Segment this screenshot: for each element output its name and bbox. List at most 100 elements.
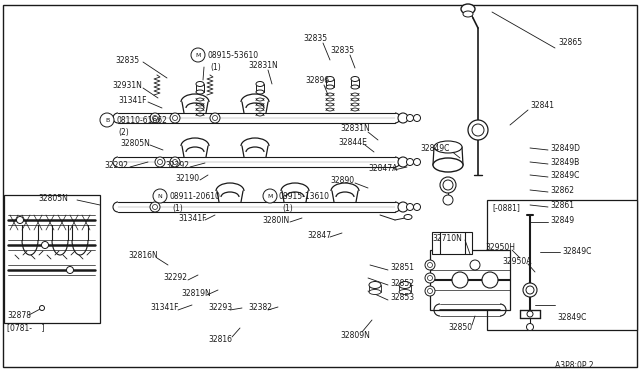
Text: (1): (1) [172, 203, 183, 212]
Text: 32847A: 32847A [368, 164, 397, 173]
Text: 08915-53610: 08915-53610 [207, 51, 258, 60]
Text: 31341F: 31341F [150, 304, 179, 312]
Circle shape [170, 157, 180, 167]
Ellipse shape [399, 289, 411, 295]
Text: 32878: 32878 [7, 311, 31, 320]
Ellipse shape [196, 90, 204, 94]
Circle shape [152, 115, 157, 121]
Circle shape [155, 157, 165, 167]
Text: 32852: 32852 [390, 279, 414, 288]
Text: 32805N: 32805N [120, 138, 150, 148]
Text: 32849: 32849 [550, 215, 574, 224]
Ellipse shape [196, 81, 204, 87]
Text: 31341F: 31341F [178, 214, 207, 222]
Text: 32862: 32862 [550, 186, 574, 195]
Circle shape [428, 276, 433, 280]
Bar [4, 195, 100, 323]
Circle shape [191, 48, 205, 62]
Circle shape [440, 177, 456, 193]
Text: (1): (1) [210, 62, 221, 71]
Text: 32293: 32293 [208, 304, 232, 312]
Ellipse shape [406, 158, 413, 166]
Text: 32849B: 32849B [550, 157, 579, 167]
Text: 32190: 32190 [175, 173, 199, 183]
Ellipse shape [256, 81, 264, 87]
Circle shape [523, 283, 537, 297]
Text: 32835: 32835 [330, 45, 354, 55]
Text: 32292: 32292 [104, 160, 128, 170]
Ellipse shape [413, 203, 420, 211]
Ellipse shape [406, 203, 413, 211]
Ellipse shape [369, 289, 381, 295]
Circle shape [170, 113, 180, 123]
Text: [-0881]: [-0881] [492, 203, 520, 212]
Text: 32816N: 32816N [128, 250, 157, 260]
Circle shape [100, 113, 114, 127]
Text: 32835: 32835 [115, 55, 139, 64]
Text: (1): (1) [282, 203, 292, 212]
Text: 32710N: 32710N [432, 234, 462, 243]
Circle shape [17, 217, 24, 224]
Text: M: M [195, 52, 201, 58]
Text: N: N [157, 193, 163, 199]
Circle shape [425, 273, 435, 283]
Ellipse shape [413, 115, 420, 122]
Circle shape [67, 266, 74, 273]
Ellipse shape [398, 157, 408, 167]
Circle shape [150, 202, 160, 212]
Circle shape [173, 160, 177, 164]
Text: 32831N: 32831N [340, 124, 370, 132]
Text: 32865: 32865 [558, 38, 582, 46]
Ellipse shape [463, 11, 473, 17]
Text: 32950A: 32950A [502, 257, 531, 266]
Circle shape [150, 113, 160, 123]
Text: 32809N: 32809N [340, 330, 370, 340]
Text: 32849C: 32849C [557, 314, 586, 323]
Text: 32816: 32816 [208, 336, 232, 344]
Text: 32849D: 32849D [550, 144, 580, 153]
Text: 08911-20610: 08911-20610 [169, 192, 220, 201]
Text: 32849C: 32849C [420, 144, 449, 153]
Text: 32890: 32890 [330, 176, 354, 185]
Ellipse shape [434, 141, 462, 153]
Text: 32896: 32896 [305, 76, 329, 84]
Text: 3280IN: 3280IN [262, 215, 289, 224]
Circle shape [443, 180, 453, 190]
Circle shape [428, 289, 433, 294]
Text: 32835: 32835 [303, 33, 327, 42]
Text: (2): (2) [118, 128, 129, 137]
Circle shape [210, 113, 220, 123]
Text: 32382: 32382 [248, 304, 272, 312]
Ellipse shape [351, 85, 359, 89]
Circle shape [526, 286, 534, 294]
Text: 31341F: 31341F [118, 96, 147, 105]
Text: 32849C: 32849C [550, 170, 579, 180]
Circle shape [425, 260, 435, 270]
Ellipse shape [406, 115, 413, 122]
Text: 32861: 32861 [550, 201, 574, 209]
Text: 32841: 32841 [530, 100, 554, 109]
Text: M: M [268, 193, 273, 199]
Text: 32853: 32853 [390, 294, 414, 302]
Circle shape [452, 272, 468, 288]
Bar [430, 250, 510, 310]
Circle shape [42, 241, 49, 248]
Ellipse shape [433, 158, 463, 172]
Ellipse shape [404, 215, 412, 219]
Text: 32292: 32292 [163, 273, 187, 282]
Circle shape [527, 324, 534, 330]
Text: 32931N: 32931N [112, 80, 142, 90]
Circle shape [153, 189, 167, 203]
Text: 32850: 32850 [448, 324, 472, 333]
Text: 32844E: 32844E [338, 138, 367, 147]
Circle shape [428, 263, 433, 267]
Ellipse shape [461, 4, 475, 14]
Text: 32819N: 32819N [181, 289, 211, 298]
Text: 32950H: 32950H [485, 244, 515, 253]
Text: 32847: 32847 [307, 231, 331, 240]
Circle shape [482, 272, 498, 288]
Ellipse shape [326, 85, 334, 89]
Circle shape [527, 311, 533, 317]
Circle shape [470, 260, 480, 270]
Text: 08110-61662: 08110-61662 [116, 115, 167, 125]
